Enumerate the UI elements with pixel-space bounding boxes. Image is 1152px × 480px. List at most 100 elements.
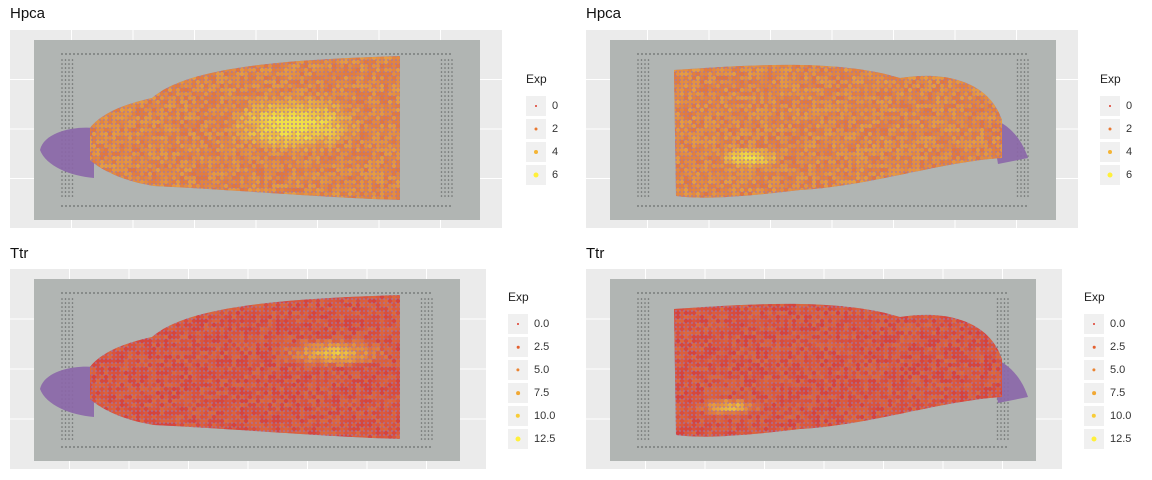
spot xyxy=(359,71,365,77)
spot xyxy=(243,167,249,173)
spot xyxy=(171,91,177,97)
spot xyxy=(355,87,361,93)
fiducial-dot xyxy=(1023,67,1026,69)
legend-label: 4 xyxy=(552,146,559,158)
spot xyxy=(311,187,317,193)
spot xyxy=(307,151,313,157)
spot xyxy=(215,171,221,177)
spot xyxy=(143,171,149,177)
spot xyxy=(343,171,349,177)
spot xyxy=(227,99,233,105)
spot xyxy=(287,131,293,137)
spot xyxy=(315,107,321,113)
fiducial-dot xyxy=(447,115,450,117)
spot xyxy=(183,95,189,101)
fiducial-dot xyxy=(1027,147,1029,149)
spot xyxy=(343,183,349,189)
spot xyxy=(171,143,177,149)
spot xyxy=(163,99,169,105)
spot xyxy=(151,171,157,177)
fiducial-dot xyxy=(657,53,659,55)
spot xyxy=(335,175,341,181)
spot xyxy=(103,155,109,161)
spot xyxy=(319,139,325,145)
fiducial-dot xyxy=(447,131,450,133)
spot xyxy=(287,123,293,129)
spot xyxy=(303,155,309,161)
spot xyxy=(139,139,145,145)
fiducial-dot xyxy=(1027,91,1029,93)
spot xyxy=(111,135,117,141)
fiducial-dot xyxy=(101,53,103,55)
spot xyxy=(335,71,341,77)
fiducial-dot xyxy=(637,99,639,101)
spot xyxy=(339,95,345,101)
spot xyxy=(395,143,400,149)
spot xyxy=(187,183,193,189)
spot xyxy=(391,67,397,73)
fiducial-dot xyxy=(447,59,450,61)
fiducial-dot xyxy=(645,205,647,207)
spot xyxy=(315,95,321,101)
spot xyxy=(167,99,173,105)
fiducial-dot xyxy=(161,205,163,207)
spot xyxy=(355,143,361,149)
fiducial-dot xyxy=(451,135,453,137)
spot xyxy=(183,135,189,141)
spot xyxy=(123,139,129,145)
fiducial-dot xyxy=(644,175,646,177)
fiducial-dot xyxy=(441,205,443,207)
fiducial-dot xyxy=(71,63,74,65)
spot xyxy=(287,79,293,85)
spot xyxy=(143,99,149,105)
spot xyxy=(343,71,349,77)
spot xyxy=(371,175,377,181)
spot xyxy=(355,131,361,137)
fiducial-dot xyxy=(837,205,839,207)
spot xyxy=(331,115,337,121)
fiducial-dot xyxy=(444,63,446,65)
fiducial-dot xyxy=(61,103,63,105)
spot xyxy=(199,91,205,97)
spot xyxy=(239,67,245,73)
fiducial-dot xyxy=(137,205,139,207)
spot xyxy=(231,147,237,153)
spot xyxy=(383,75,389,81)
spot xyxy=(343,163,349,169)
spot xyxy=(175,163,181,169)
spot xyxy=(371,191,377,197)
spot xyxy=(167,115,173,121)
fiducial-dot xyxy=(637,187,639,189)
spot xyxy=(355,67,361,73)
fiducial-dot xyxy=(637,167,639,169)
fiducial-dot xyxy=(1027,67,1029,69)
spot xyxy=(123,115,129,121)
spot xyxy=(199,147,205,153)
spot xyxy=(395,115,400,121)
spot xyxy=(339,151,345,157)
spot xyxy=(259,75,265,81)
fiducial-dot xyxy=(647,123,650,125)
spot xyxy=(395,63,400,69)
fiducial-dot xyxy=(1016,167,1019,169)
fiducial-dot xyxy=(761,53,763,55)
spot xyxy=(239,159,245,165)
spot xyxy=(203,159,209,165)
fiducial-dot xyxy=(189,205,191,207)
fiducial-dot xyxy=(197,53,199,55)
fiducial-dot xyxy=(1023,159,1026,161)
spot xyxy=(187,95,193,101)
spot xyxy=(187,135,193,141)
spot xyxy=(207,107,213,113)
spot xyxy=(231,163,237,169)
spot xyxy=(283,75,289,81)
spot xyxy=(287,83,293,89)
fiducial-dot xyxy=(877,205,879,207)
spot xyxy=(183,119,189,125)
spot xyxy=(359,119,365,125)
spot xyxy=(119,151,125,157)
spot xyxy=(347,99,353,105)
fiducial-dot xyxy=(385,205,387,207)
spot xyxy=(347,163,353,169)
fiducial-dot xyxy=(881,53,883,55)
